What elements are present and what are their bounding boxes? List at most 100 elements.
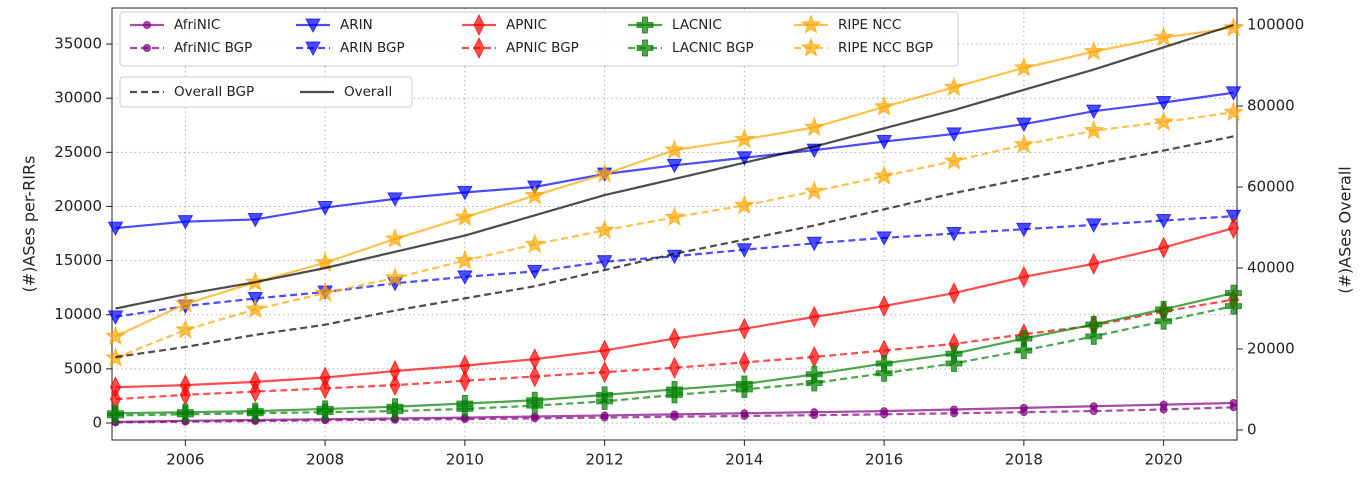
marker [316, 403, 334, 421]
marker [1085, 327, 1103, 345]
y-tick-label: 35000 [54, 35, 102, 53]
x-tick-label: 2018 [1005, 451, 1043, 469]
marker [596, 392, 614, 410]
marker [1223, 101, 1244, 122]
marker [1158, 236, 1170, 259]
marker [664, 139, 685, 159]
marker [668, 327, 681, 350]
marker [1083, 119, 1105, 140]
x-tick-label: 2008 [306, 451, 344, 469]
marker [389, 373, 401, 397]
marker [177, 215, 194, 230]
marker [599, 339, 611, 362]
marker [473, 13, 485, 37]
series-line [115, 304, 1234, 417]
marker [454, 206, 476, 227]
marker [876, 231, 892, 246]
y2-tick-label: 0 [1247, 420, 1257, 438]
marker [314, 251, 336, 272]
marker [943, 150, 965, 170]
legend-label: Overall BGP [174, 84, 254, 100]
marker [873, 95, 895, 116]
marker [810, 411, 819, 420]
legend [119, 76, 413, 108]
marker [246, 404, 264, 422]
marker [457, 185, 473, 201]
marker [808, 345, 820, 369]
marker [1019, 408, 1028, 417]
marker [107, 221, 124, 237]
marker [454, 249, 476, 270]
marker [319, 377, 331, 400]
y-tick-label: 5000 [64, 359, 102, 377]
marker [249, 380, 261, 403]
marker [803, 116, 825, 137]
marker [1015, 341, 1033, 359]
marker [803, 180, 825, 201]
marker [800, 14, 822, 34]
legend-label: APNIC BGP [506, 40, 579, 56]
marker [1083, 40, 1105, 61]
y-tick-label: 0 [92, 414, 102, 432]
marker [1089, 407, 1098, 416]
marker [524, 184, 546, 205]
legend-label: LACNIC BGP [672, 40, 754, 56]
legend-label: RIPE NCC BGP [838, 40, 933, 56]
marker [733, 194, 755, 215]
marker [943, 76, 965, 97]
x-tick-label: 2006 [166, 451, 204, 469]
marker [945, 354, 963, 372]
marker [736, 151, 753, 166]
marker [106, 406, 124, 424]
marker [596, 255, 613, 270]
y-tick-label: 15000 [54, 251, 102, 269]
marker [800, 37, 822, 57]
legend-label: APNIC [506, 17, 547, 33]
marker [878, 294, 890, 318]
series-line [115, 23, 1234, 310]
marker [314, 282, 336, 302]
marker [526, 397, 544, 415]
marker [1153, 26, 1175, 47]
y2-tick-label: 20000 [1247, 339, 1295, 357]
marker [875, 364, 893, 382]
x-tick-label: 2010 [446, 451, 484, 469]
marker [735, 380, 753, 398]
marker [1225, 86, 1242, 101]
marker [666, 386, 683, 404]
marker [384, 266, 406, 287]
marker [664, 206, 685, 227]
series-line [115, 135, 1234, 359]
marker [1225, 297, 1243, 315]
marker [808, 305, 820, 329]
marker [666, 158, 683, 174]
marker [1153, 111, 1175, 131]
marker [1088, 252, 1100, 275]
marker [244, 298, 266, 319]
x-tick-label: 2020 [1145, 451, 1183, 469]
marker [143, 21, 151, 29]
y-tick-label: 25000 [54, 143, 102, 161]
marker [738, 351, 750, 374]
marker [594, 219, 616, 240]
marker [174, 318, 196, 339]
marker [600, 413, 609, 422]
marker [636, 39, 654, 57]
marker [594, 163, 616, 183]
marker [740, 411, 749, 420]
y-tick-label: 20000 [54, 197, 102, 215]
marker [636, 16, 654, 34]
marker [950, 409, 959, 418]
marker [105, 347, 126, 367]
x-tick-label: 2016 [865, 451, 903, 469]
y2-tick-label: 80000 [1247, 97, 1295, 115]
y-tick-label: 10000 [54, 305, 102, 323]
marker [176, 405, 194, 423]
marker [1229, 403, 1238, 412]
marker [948, 281, 960, 305]
marker [1227, 216, 1240, 240]
marker [107, 310, 124, 325]
marker [456, 400, 474, 418]
marker [305, 18, 321, 34]
